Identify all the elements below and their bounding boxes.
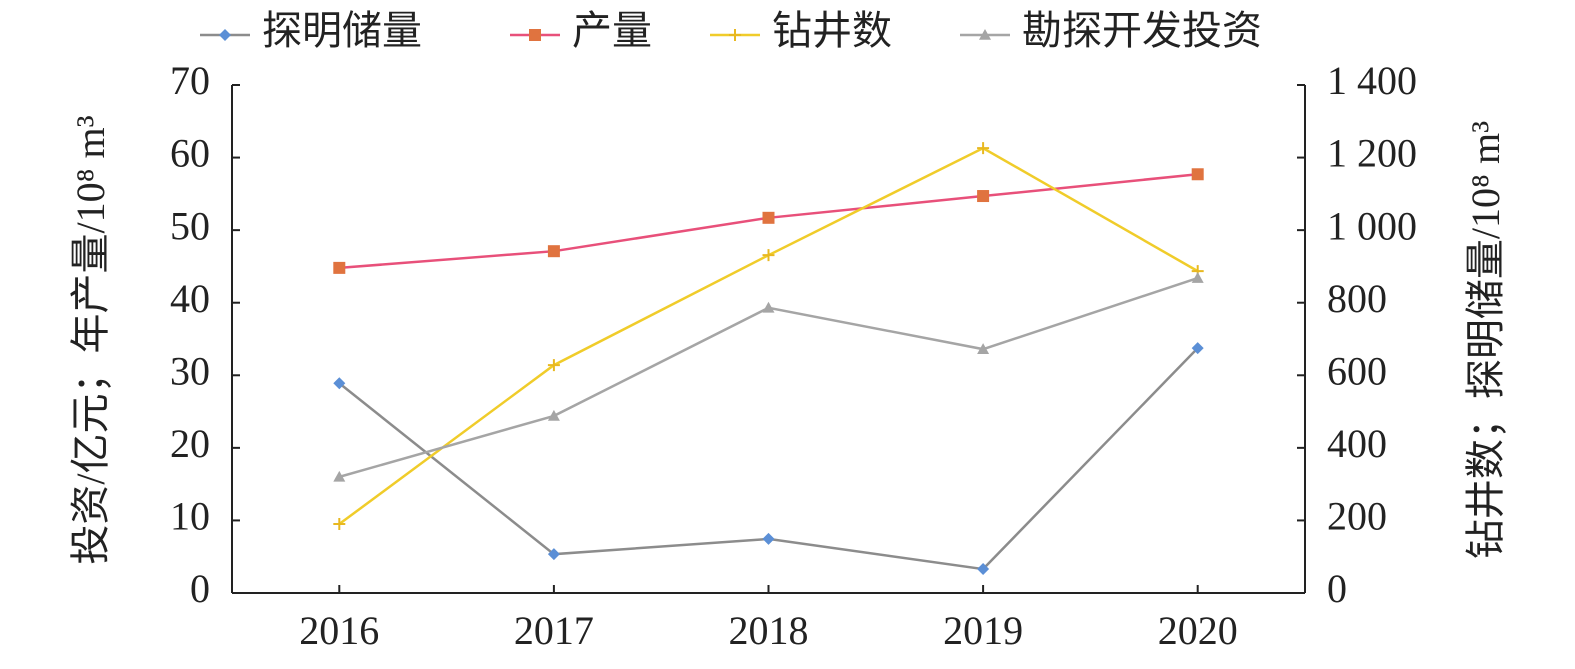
y-tick-label: 40 bbox=[170, 276, 210, 321]
x-tick-label: 2020 bbox=[1158, 608, 1238, 653]
marker bbox=[977, 343, 990, 354]
y-tick-label: 10 bbox=[170, 494, 210, 539]
y-tick-label: 20 bbox=[170, 421, 210, 466]
x-tick-label: 2017 bbox=[514, 608, 594, 653]
series-line bbox=[338, 146, 1199, 526]
marker bbox=[762, 532, 775, 545]
marker bbox=[977, 563, 990, 576]
y2-tick-label: 200 bbox=[1327, 494, 1387, 539]
marker bbox=[729, 29, 741, 41]
y-tick-label: 60 bbox=[170, 131, 210, 176]
marker bbox=[547, 409, 560, 421]
y-axis-label: 投资/亿元；年产量/10⁸ m³ bbox=[68, 115, 113, 564]
marker bbox=[333, 518, 346, 531]
y2-tick-label: 1 400 bbox=[1327, 58, 1417, 103]
marker bbox=[762, 249, 775, 262]
y2-tick-label: 1 000 bbox=[1327, 203, 1417, 248]
x-tick-label: 2018 bbox=[729, 608, 809, 653]
y-tick-label: 0 bbox=[190, 566, 210, 611]
marker bbox=[219, 29, 231, 41]
y-tick-label: 70 bbox=[170, 58, 210, 103]
marker bbox=[333, 261, 346, 274]
marker bbox=[1191, 168, 1204, 181]
legend-label: 勘探开发投资 bbox=[1022, 8, 1262, 53]
marker bbox=[547, 359, 560, 372]
marker bbox=[1191, 342, 1204, 355]
marker bbox=[977, 190, 990, 203]
y2-tick-label: 600 bbox=[1327, 348, 1387, 393]
marker bbox=[762, 301, 775, 313]
marker bbox=[547, 548, 560, 561]
marker bbox=[333, 470, 346, 482]
legend-label: 产量 bbox=[572, 8, 652, 53]
marker bbox=[529, 29, 541, 41]
marker bbox=[333, 377, 346, 390]
marker bbox=[762, 211, 775, 224]
y2-tick-label: 800 bbox=[1327, 276, 1387, 321]
legend-label: 探明储量 bbox=[262, 8, 422, 53]
x-tick-label: 2016 bbox=[299, 608, 379, 653]
y2-tick-label: 0 bbox=[1327, 566, 1347, 611]
y-tick-label: 30 bbox=[170, 348, 210, 393]
legend-label: 钻井数 bbox=[772, 8, 892, 53]
marker bbox=[979, 29, 991, 40]
x-tick-label: 2019 bbox=[943, 608, 1023, 653]
marker bbox=[977, 142, 990, 155]
y2-axis-label: 钻井数；探明储量/10⁸ m³ bbox=[1463, 121, 1508, 559]
marker bbox=[547, 245, 560, 258]
y-tick-label: 50 bbox=[170, 203, 210, 248]
marker bbox=[1191, 272, 1204, 283]
y2-tick-label: 400 bbox=[1327, 421, 1387, 466]
y2-tick-label: 1 200 bbox=[1327, 131, 1417, 176]
